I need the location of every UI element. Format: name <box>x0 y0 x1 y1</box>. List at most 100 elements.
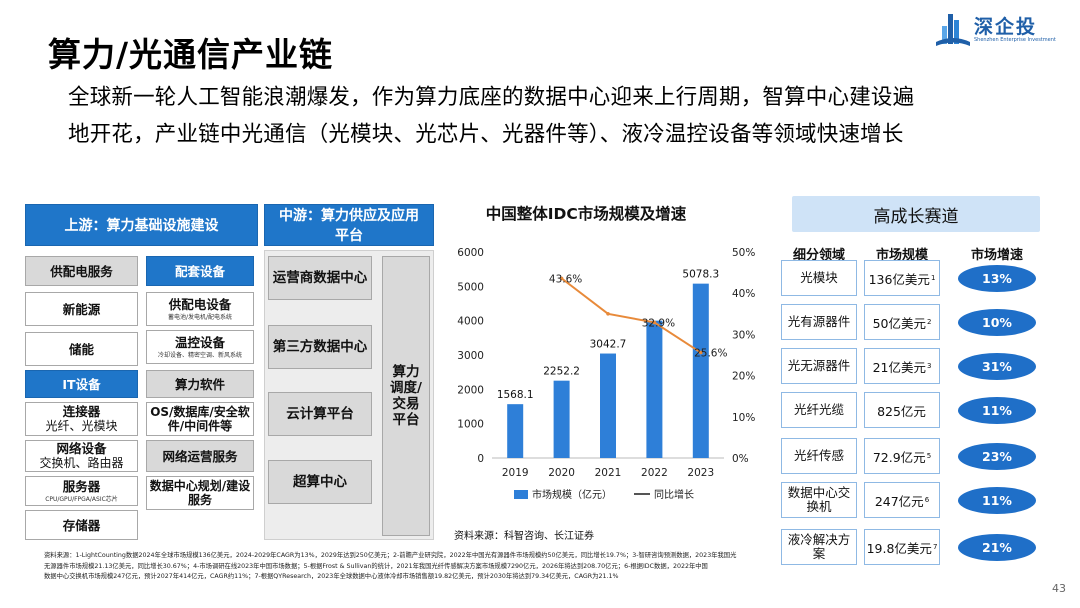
growth-row-size-note: 2 <box>926 318 932 326</box>
x-tick-label: 2020 <box>548 467 575 479</box>
footnote-line-3: 数据中心交换机市场规模247亿元，预计2027年414亿元，CAGR约11%；7… <box>44 573 619 580</box>
growth-row-size-value: 19.8亿美元 <box>866 540 932 556</box>
y-right-tick-label: 20% <box>732 371 755 383</box>
growth-row-segment: 数据中心交换机 <box>781 482 857 518</box>
upstream-item-computing-software: 算力软件 <box>146 370 254 398</box>
midstream-item-supercomputing: 超算中心 <box>268 460 372 504</box>
footnote-line-1: 资料来源：1-LightCounting数据2024年全球市场规模136亿美元，… <box>44 552 737 559</box>
y-right-tick-label: 40% <box>732 288 755 300</box>
y-left-tick-label: 2000 <box>457 384 484 396</box>
page-number: 43 <box>1052 582 1066 595</box>
legend-bar-swatch <box>514 490 528 499</box>
y-left-tick-label: 6000 <box>457 247 484 259</box>
x-tick-label: 2022 <box>641 467 668 479</box>
upstream-item-server: 服务器 CPU/GPU/FPGA/ASIC芯片 <box>25 476 138 506</box>
midstream-item-carrier-dc: 运营商数据中心 <box>268 256 372 300</box>
upstream-item-network-equipment: 网络设备 交换机、路由器 <box>25 440 138 472</box>
x-tick-label: 2019 <box>502 467 529 479</box>
growth-row-segment: 光纤传感 <box>781 438 857 474</box>
x-tick-label: 2023 <box>687 467 714 479</box>
bar-data-label: 2252.2 <box>543 366 580 378</box>
growth-row-segment: 光模块 <box>781 260 857 296</box>
upstream-item-power-equipment: 供配电设备 蓄电池/发电机/配电系统 <box>146 292 254 326</box>
upstream-item-it-equipment: IT设备 <box>25 370 138 398</box>
footnote-line-2: 无源器件市场规模21.13亿美元，同比增长30.67%；4-市场调研在线2023… <box>44 562 708 570</box>
legend-bar-label: 市场规模（亿元） <box>532 488 612 501</box>
logo-icon <box>936 14 970 46</box>
growth-row-rate: 21% <box>958 534 1036 561</box>
y-left-tick-label: 0 <box>477 453 484 465</box>
y-right-tick-label: 50% <box>732 247 755 259</box>
y-left-tick-label: 5000 <box>457 281 484 293</box>
line-point <box>699 350 703 355</box>
line-data-label: 32.9% <box>642 317 675 329</box>
line-data-label: 43.6% <box>549 273 582 285</box>
y-right-tick-label: 10% <box>732 412 755 424</box>
growth-row-size-value: 247亿元 <box>874 493 924 509</box>
footnote: 资料来源：1-LightCounting数据2024年全球市场规模136亿美元，… <box>44 551 1034 583</box>
midstream-side-platform: 算力调度/交易平台 <box>382 256 430 536</box>
bar <box>646 320 663 458</box>
x-tick-label: 2021 <box>595 467 622 479</box>
growth-row-size-note: 7 <box>932 543 938 551</box>
y-left-tick-label: 3000 <box>457 350 484 362</box>
page-title: 算力/光通信产业链 <box>48 35 334 74</box>
growth-table-title: 高成长赛道 <box>792 196 1040 232</box>
growth-row-size: 247亿元 6 <box>864 482 940 518</box>
idc-chart: 0 1000 2000 3000 4000 5000 6000 0% 10% 20% 30% 40% 5… <box>457 247 755 501</box>
growth-line <box>560 277 702 354</box>
upstream-item-new-energy: 新能源 <box>25 292 138 326</box>
growth-row-rate: 10% <box>958 309 1036 336</box>
upstream-header: 上游：算力基础设施建设 <box>25 204 258 246</box>
bar-data-label: 3042.7 <box>590 339 627 351</box>
upstream-item-storage: 储能 <box>25 332 138 366</box>
bar-data-label: 5078.3 <box>682 269 719 281</box>
growth-row-size-note: 3 <box>926 362 932 370</box>
bar <box>692 283 709 458</box>
bar <box>553 380 570 458</box>
growth-row-size-value: 136亿美元 <box>868 271 930 287</box>
logo: 深企投 Shenzhen Enterprise Investment <box>936 8 1076 52</box>
growth-row-rate: 13% <box>958 265 1036 292</box>
growth-row-size: 825亿元 <box>864 392 940 428</box>
y-left-tick-label: 1000 <box>457 419 484 431</box>
growth-row-size: 19.8亿美元 7 <box>864 529 940 565</box>
growth-row-rate: 11% <box>958 397 1036 424</box>
subtitle-line-1: 全球新一轮人工智能浪潮爆发，作为算力底座的数据中心迎来上行周期，智算中心建设遍 <box>68 85 915 110</box>
upstream-item-supporting-equipment: 配套设备 <box>146 256 254 286</box>
growth-row-size: 21亿美元 3 <box>864 348 940 384</box>
y-left-tick-label: 4000 <box>457 316 484 328</box>
line-data-label: 25.6% <box>694 348 727 360</box>
upstream-item-cooling-equipment: 温控设备 冷却设备、精密空调、新风系统 <box>146 330 254 364</box>
growth-row-size-note: 5 <box>926 452 932 460</box>
midstream-item-cloud-platform: 云计算平台 <box>268 392 372 436</box>
growth-row-size-value: 72.9亿元 <box>872 449 926 465</box>
growth-row-size-note: 1 <box>930 274 936 282</box>
line-point <box>652 320 657 325</box>
growth-row-size: 72.9亿元 5 <box>864 438 940 474</box>
y-right-tick-label: 30% <box>732 329 755 341</box>
bar <box>600 353 616 458</box>
growth-row-rate: 31% <box>958 353 1036 380</box>
growth-row-size-value: 21亿美元 <box>872 359 926 375</box>
growth-row-rate: 11% <box>958 487 1036 514</box>
col-header-segment: 细分领域 <box>792 248 845 263</box>
logo-subtext: Shenzhen Enterprise Investment <box>974 37 1056 43</box>
col-header-size: 市场规模 <box>875 248 928 263</box>
growth-row-segment: 光纤光缆 <box>781 392 857 428</box>
growth-row-size-note: 6 <box>924 496 930 504</box>
line-point <box>606 312 610 316</box>
growth-row-size-value: 50亿美元 <box>872 315 926 331</box>
growth-row-size-value: 825亿元 <box>877 403 926 419</box>
growth-row-segment: 液冷解决方案 <box>781 529 857 565</box>
chart-title: 中国整体IDC市场规模及增速 <box>485 205 687 223</box>
upstream-item-connector: 连接器 光纤、光模块 <box>25 402 138 436</box>
legend-line-label: 同比增长 <box>654 488 694 501</box>
subtitle-line-2: 地开花，产业链中光通信（光模块、光芯片、光器件等）、液冷温控设备等领域快速增长 <box>68 122 904 147</box>
upstream-item-power-service: 供配电服务 <box>25 256 138 286</box>
logo-text: 深企投 <box>974 16 1038 38</box>
upstream-item-os-database: OS/数据库/安全软件/中间件等 <box>146 402 254 436</box>
midstream-item-third-party-dc: 第三方数据中心 <box>268 325 372 369</box>
chart-source: 资料来源：科智咨询、长江证券 <box>454 531 594 542</box>
growth-row-segment: 光无源器件 <box>781 348 857 384</box>
